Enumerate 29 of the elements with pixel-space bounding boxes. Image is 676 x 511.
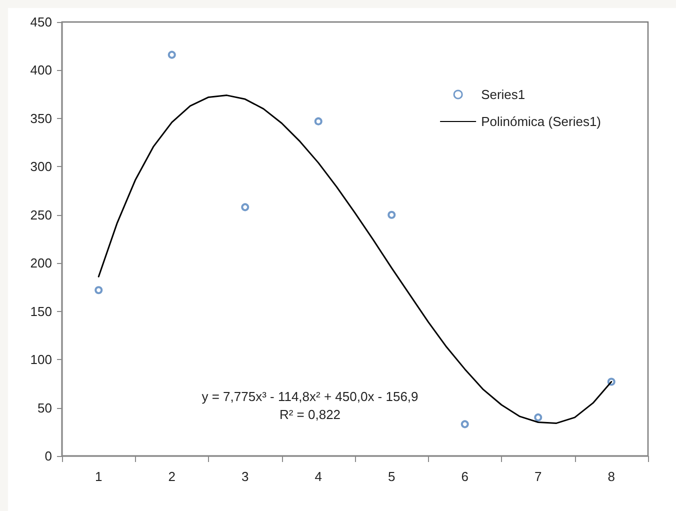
legend-label: Polinómica (Series1) — [481, 114, 602, 129]
y-tick-label: 100 — [30, 352, 52, 368]
point — [388, 210, 396, 219]
y-tick-label: 350 — [30, 110, 52, 126]
y-tick-label: 250 — [30, 207, 52, 222]
point — [460, 420, 469, 428]
y-tick-label: 150 — [30, 304, 52, 319]
y-tick-label: 300 — [30, 159, 52, 174]
legend-label: Series1 — [481, 87, 526, 102]
point — [241, 203, 250, 212]
x-tick-label: 5 — [388, 469, 396, 484]
point — [534, 413, 542, 422]
point — [168, 50, 176, 59]
annotation: R² = 0,822 — [279, 407, 341, 422]
x-tick-label: 1 — [95, 469, 102, 484]
y-tick-label: 0 — [44, 448, 52, 464]
x-tick-label: 7 — [534, 469, 542, 484]
point — [314, 117, 322, 126]
x-tick-label: 4 — [314, 469, 322, 484]
x-tick-label: 2 — [168, 469, 176, 484]
y-tick-label: 450 — [30, 14, 52, 30]
y-tick-label: 50 — [38, 400, 52, 416]
x-tick-label: 6 — [461, 469, 468, 484]
point — [94, 286, 103, 294]
x-tick-label: 8 — [608, 469, 615, 484]
x-tick-label: 3 — [242, 469, 249, 484]
annotation: y = 7,775x³ - 114,8x² + 450,0x - 156,9 — [202, 389, 418, 404]
y-tick-label: 400 — [30, 62, 52, 78]
y-tick-label: 200 — [30, 256, 52, 271]
